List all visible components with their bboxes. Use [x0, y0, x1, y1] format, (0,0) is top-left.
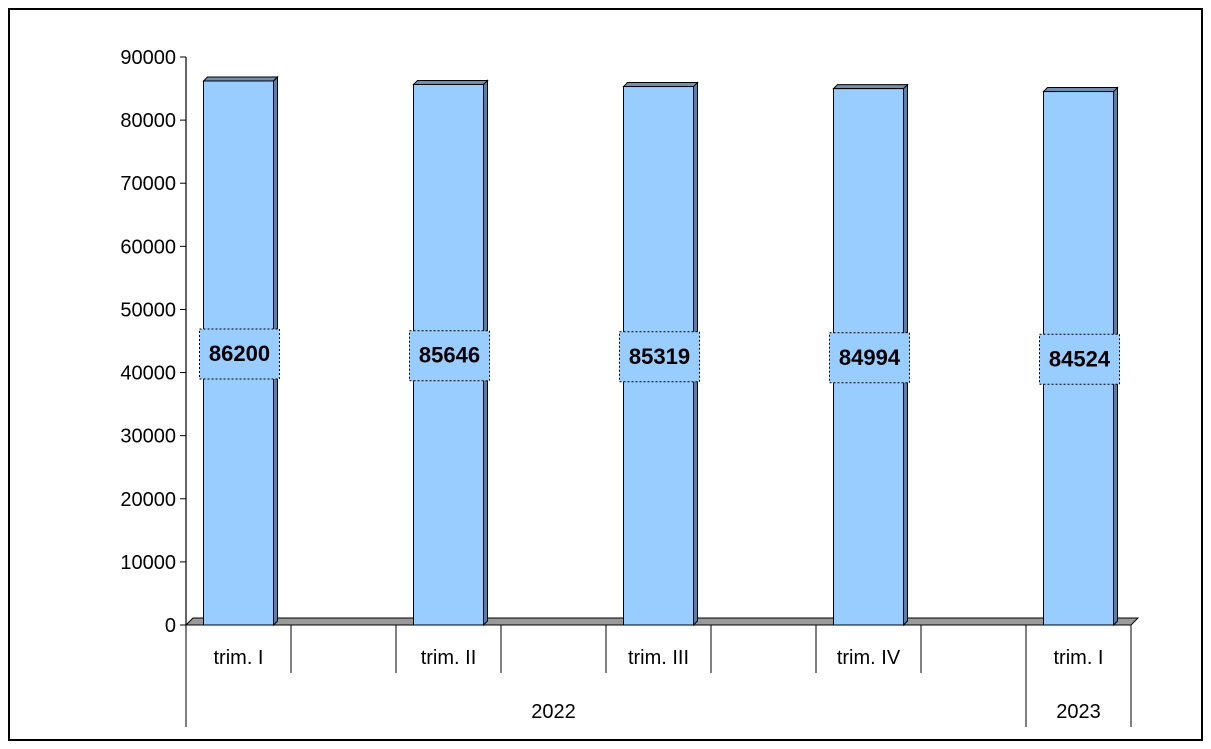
y-tick-label: 60000: [120, 236, 176, 258]
data-label: 84524: [1049, 346, 1111, 371]
bars: 86200 85646 85319 84994 84524: [199, 75, 1120, 627]
data-label-box: [829, 332, 910, 384]
bar-top: [412, 79, 489, 85]
data-label: 84994: [839, 345, 901, 370]
y-tick-label: 80000: [120, 110, 176, 132]
bar-top: [202, 76, 279, 82]
y-tick-label: 20000: [120, 489, 176, 511]
x-category-label: trim. III: [628, 647, 689, 669]
bar-top: [1042, 87, 1119, 93]
x-group-label: 2023: [1056, 701, 1101, 723]
data-label: 85646: [419, 343, 480, 368]
y-tick-label: 0: [165, 615, 176, 637]
data-label-box: [1039, 333, 1120, 385]
x-group-label: 2022: [531, 701, 576, 723]
bar-top: [832, 84, 909, 90]
y-tick-label: 50000: [120, 299, 176, 321]
x-category-label: trim. I: [1054, 647, 1104, 669]
x-axis-categories: trim. I trim. II trim. III trim. IV trim. I 2…: [185, 625, 1132, 727]
y-tick-label: 40000: [120, 363, 176, 385]
x-category-label: trim. I: [214, 647, 264, 669]
y-axis-ticks: 0 10000 20000 30000 40000 50000 60000 70000 8000…: [120, 47, 186, 637]
data-label: 85319: [629, 344, 690, 369]
data-label-box: [619, 331, 700, 383]
data-label: 86200: [209, 341, 270, 366]
x-category-label: trim. IV: [837, 647, 901, 669]
x-category-label: trim. II: [421, 647, 477, 669]
y-tick-label: 30000: [120, 426, 176, 448]
data-label-box: [409, 330, 490, 382]
bar-top: [622, 82, 699, 88]
y-tick-label: 90000: [120, 47, 176, 69]
y-tick-label: 70000: [120, 173, 176, 195]
y-tick-label: 10000: [120, 552, 176, 574]
data-label-box: [199, 328, 280, 380]
